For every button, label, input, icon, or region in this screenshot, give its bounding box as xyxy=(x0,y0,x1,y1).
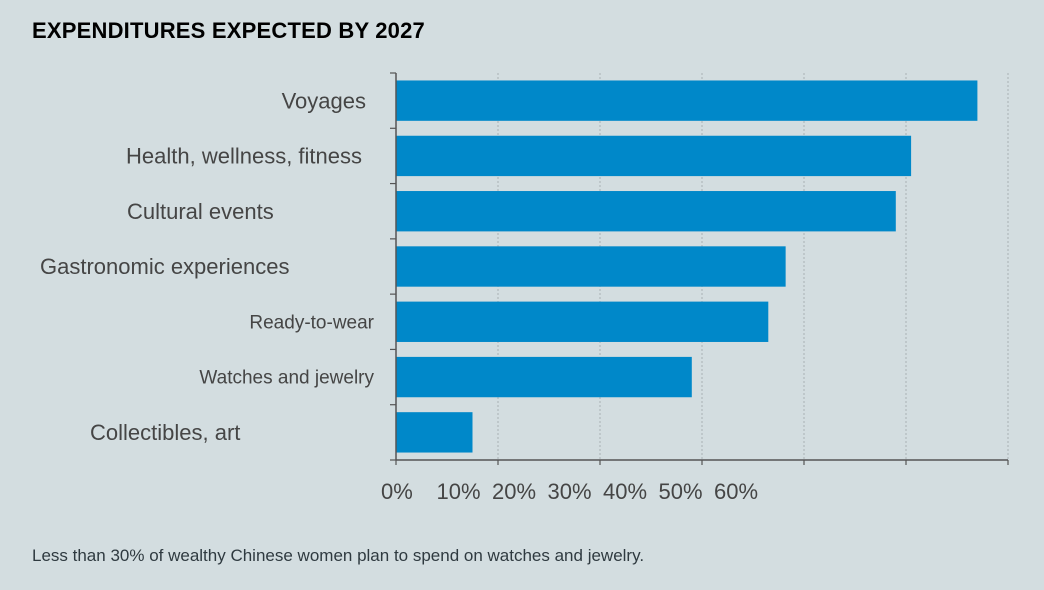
category-label: Ready-to-wear xyxy=(249,312,374,333)
bar xyxy=(396,356,692,398)
category-label: Collectibles, art xyxy=(90,420,240,445)
category-labels: Voyages Health, wellness, fitness Cultural… xyxy=(40,88,375,445)
x-tick-label: 0% xyxy=(381,479,413,504)
bar xyxy=(396,135,912,177)
category-label: Health, wellness, fitness xyxy=(126,144,362,169)
bar xyxy=(396,412,473,453)
chart-caption: Less than 30% of wealthy Chinese women p… xyxy=(32,546,645,565)
x-tick-label: 20% xyxy=(492,479,536,504)
bar xyxy=(396,80,978,121)
x-tick-label: 60% xyxy=(714,479,758,504)
tick-labels: 0% 10% 20% 30% 40% 50% 60% xyxy=(381,479,758,504)
x-tick-label: 10% xyxy=(437,479,481,504)
axes xyxy=(390,72,1009,465)
bars xyxy=(396,80,978,453)
category-label: Cultural events xyxy=(127,199,274,224)
bar xyxy=(396,246,786,287)
bar xyxy=(396,191,896,232)
category-label: Watches and jewelry xyxy=(199,368,374,389)
x-tick-label: 30% xyxy=(548,479,592,504)
bar xyxy=(396,301,769,342)
category-label: Gastronomic experiences xyxy=(40,254,289,279)
x-tick-label: 40% xyxy=(603,479,647,504)
category-label: Voyages xyxy=(282,88,366,113)
x-tick-label: 50% xyxy=(659,479,703,504)
chart-title: EXPENDITURES EXPECTED BY 2027 xyxy=(32,18,425,43)
